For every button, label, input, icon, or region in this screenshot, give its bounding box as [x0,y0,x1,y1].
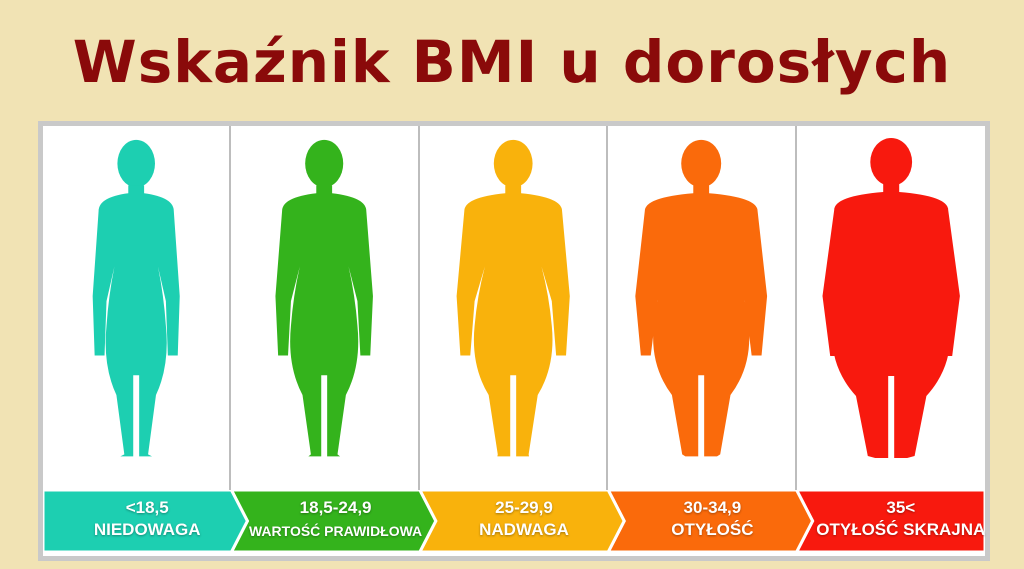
bmi-category-label: 25-29,9 NADWAGA [432,490,616,552]
body-silhouette-icon [456,139,570,457]
body-silhouette-icon [635,139,768,457]
bmi-chart-panel: <18,5 NIEDOWAGA 18,5-24,9 WARTOŚĆ PRAWIDŁOW… [38,121,990,561]
bmi-category-name: OTYŁOŚĆ SKRAJNA [816,520,986,539]
bmi-category-label: <18,5 NIEDOWAGA [55,490,239,552]
category-arrow-segment [43,490,250,552]
bmi-range: 35< [886,498,916,517]
bmi-category-name: NADWAGA [479,520,569,539]
page-title: Wskaźnik BMI u dorosłych [72,28,952,96]
bmi-category-label: 30-34,9 OTYŁOŚĆ [620,490,804,552]
bmi-category-name: WARTOŚĆ PRAWIDŁOWA [248,523,423,539]
silhouette-column [43,126,232,490]
bmi-range: 30-34,9 [683,498,742,517]
bmi-range: 18,5-24,9 [299,498,372,517]
bmi-category-label: 18,5-24,9 WARTOŚĆ PRAWIDŁOWA [243,490,427,552]
body-silhouette-icon [275,139,374,457]
silhouette-column [608,126,797,490]
silhouette-column [797,126,985,490]
bmi-category-name: OTYŁOŚĆ [671,520,754,539]
silhouette-column [420,126,609,490]
body-silhouette-icon [822,138,960,458]
bmi-range: 25-29,9 [495,498,553,517]
body-silhouette-icon [92,139,180,457]
silhouette-column [231,126,420,490]
bmi-category-label: 35< OTYŁOŚĆ SKRAJNA [809,490,993,552]
bmi-range: <18,5 [125,498,169,517]
bmi-category-name: NIEDOWAGA [93,520,201,539]
bmi-category-band [43,490,985,552]
